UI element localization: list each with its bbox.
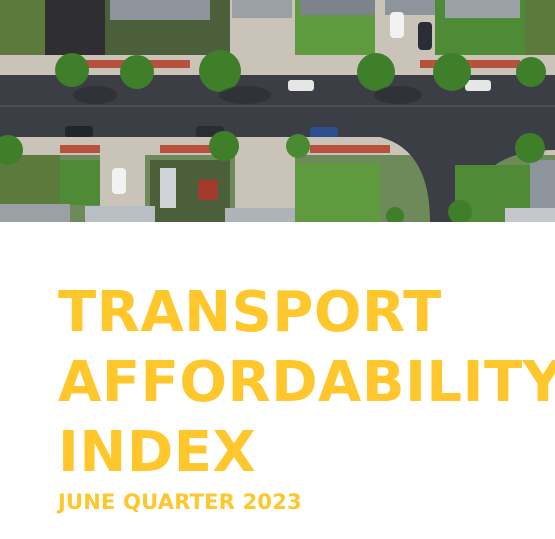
cover-title: TRANSPORT AFFORDABILITY INDEX (58, 278, 555, 488)
aerial-street-illustration (0, 0, 555, 222)
title-line-3: INDEX (58, 420, 257, 485)
title-line-2: AFFORDABILITY (58, 350, 555, 415)
cover-subtitle: JUNE QUARTER 2023 (58, 490, 302, 514)
title-line-1: TRANSPORT (58, 280, 442, 345)
hero-aerial-photo (0, 0, 555, 222)
